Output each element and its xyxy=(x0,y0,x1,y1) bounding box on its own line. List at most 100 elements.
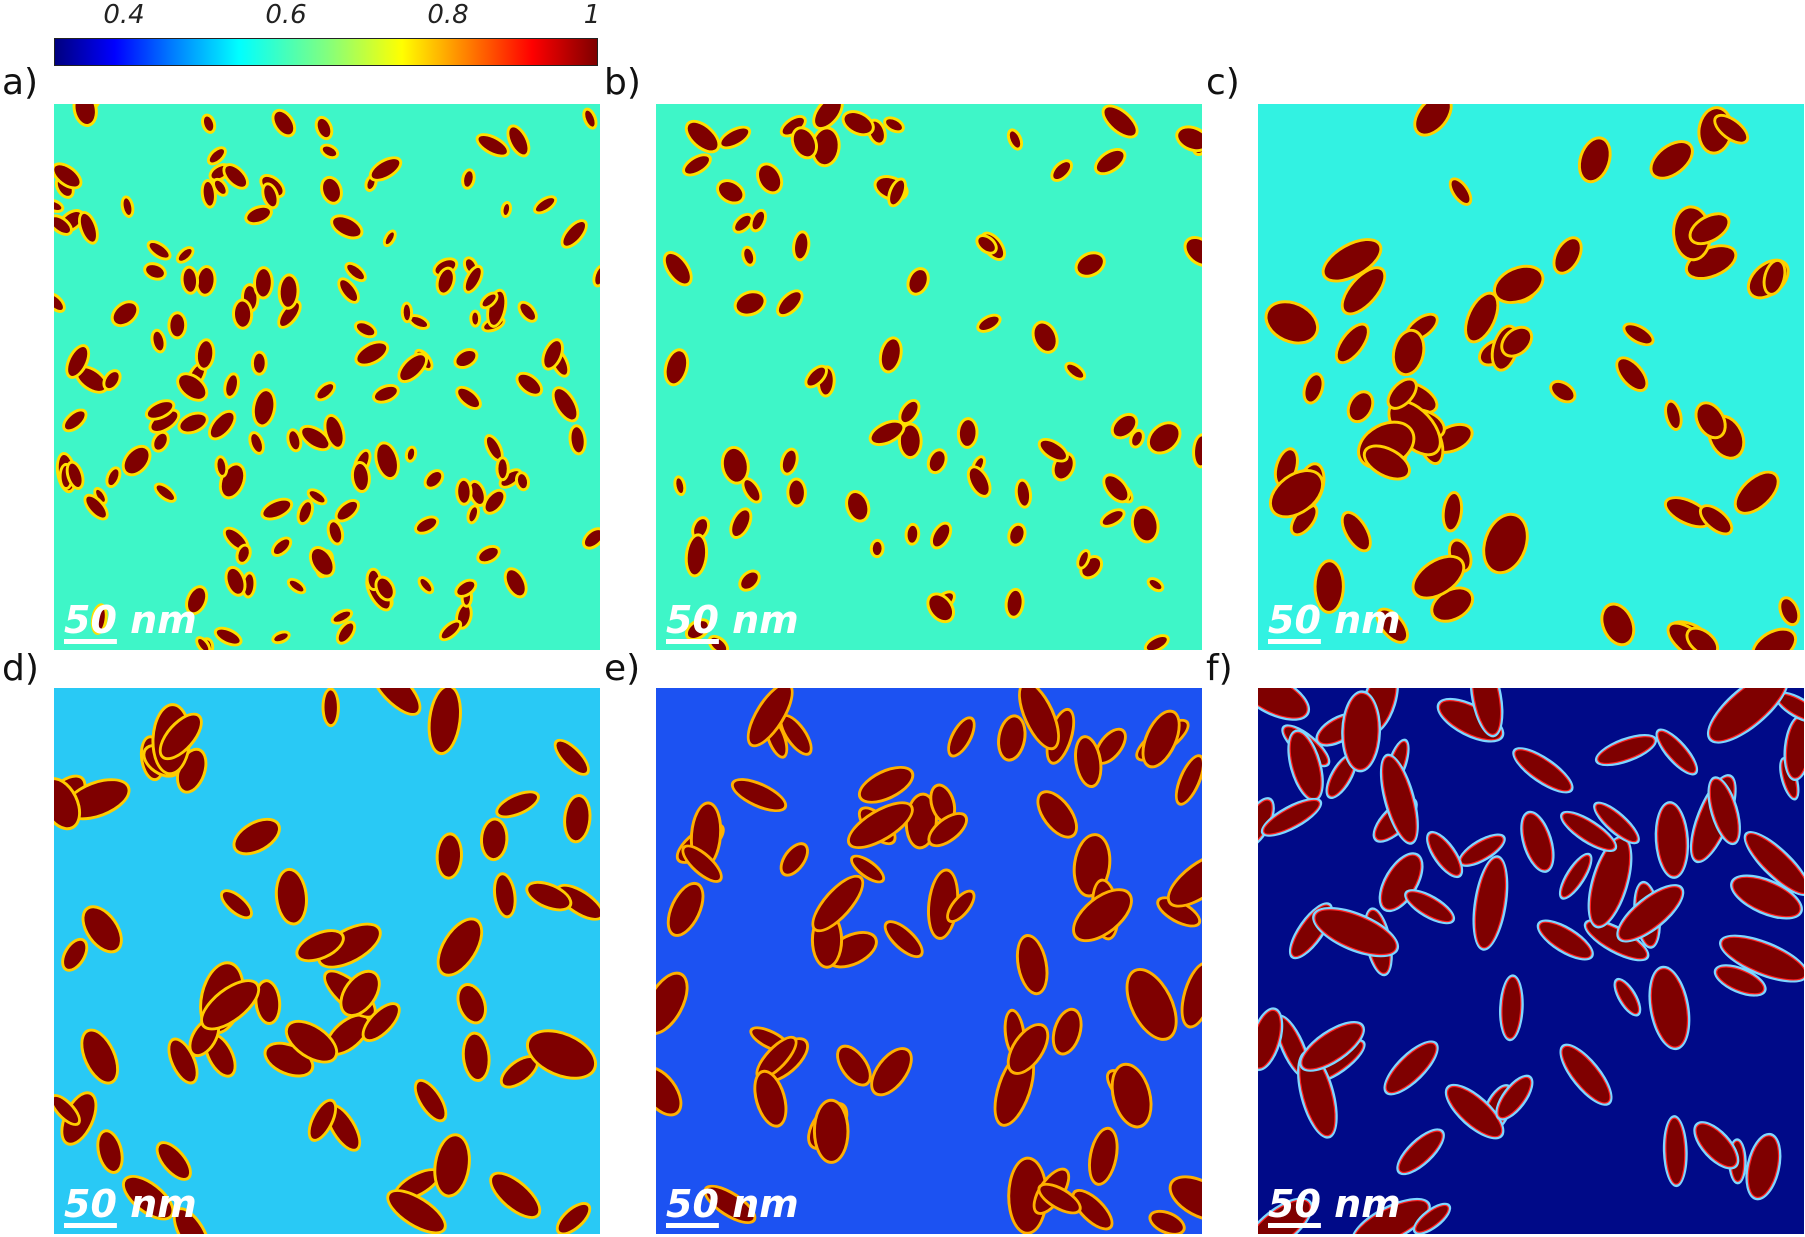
particle xyxy=(80,1028,120,1085)
particle xyxy=(1346,390,1375,424)
particle xyxy=(1751,627,1798,650)
scale-unit-f: nm xyxy=(1334,1182,1401,1226)
particle xyxy=(553,738,590,776)
particle xyxy=(121,444,152,477)
particle xyxy=(525,1029,598,1080)
particle xyxy=(1130,505,1160,544)
particle xyxy=(1148,1209,1186,1234)
particle xyxy=(466,504,480,525)
particle xyxy=(1101,104,1139,139)
panel-d-image xyxy=(54,688,600,1234)
particle xyxy=(167,311,188,340)
particle xyxy=(350,460,371,494)
particle xyxy=(568,424,587,456)
scale-number-a: 50 xyxy=(64,598,117,642)
particle xyxy=(1341,690,1382,773)
scale-unit-c: nm xyxy=(1334,598,1401,642)
particle xyxy=(435,832,464,880)
particle xyxy=(499,1055,539,1089)
particle xyxy=(1560,810,1618,852)
particle xyxy=(1146,577,1165,593)
particle xyxy=(746,688,794,748)
particle xyxy=(703,1184,757,1224)
particle xyxy=(811,874,865,933)
particle xyxy=(1411,554,1466,600)
particle xyxy=(684,618,711,641)
particle xyxy=(1469,688,1504,738)
particle xyxy=(1074,251,1106,278)
particle xyxy=(1444,1083,1505,1140)
particle xyxy=(662,251,693,287)
particle xyxy=(956,417,979,449)
particle xyxy=(869,538,885,559)
particle xyxy=(682,153,712,177)
particle xyxy=(414,515,440,535)
particle xyxy=(1600,602,1636,647)
particle xyxy=(1007,1156,1049,1234)
particle xyxy=(1143,634,1170,650)
particle xyxy=(54,777,82,831)
particle xyxy=(144,399,176,421)
particle xyxy=(175,246,195,264)
particle xyxy=(427,688,462,756)
colorbar-tick-1: 0.6 xyxy=(265,0,307,30)
particle xyxy=(296,499,315,526)
scale-number-e: 50 xyxy=(666,1182,719,1226)
particle xyxy=(663,348,690,387)
particle xyxy=(1495,1074,1534,1121)
particle xyxy=(1302,372,1325,405)
particle xyxy=(779,447,799,476)
particle xyxy=(372,383,400,404)
particle xyxy=(1168,1175,1202,1222)
particle xyxy=(200,979,261,1031)
particle xyxy=(482,488,507,515)
particle xyxy=(551,386,580,423)
panel-label-e: e) xyxy=(604,648,641,689)
particle xyxy=(1007,522,1027,547)
particle xyxy=(176,372,209,402)
particle xyxy=(1733,470,1780,515)
colorbar-tick-0: 0.4 xyxy=(103,0,145,30)
particle xyxy=(1693,1121,1740,1170)
scale-bar-c: 50 nm xyxy=(1268,598,1401,642)
particle xyxy=(1413,104,1453,137)
particle xyxy=(495,790,540,819)
particle xyxy=(1076,549,1091,570)
particle xyxy=(286,577,307,595)
panel-c-background xyxy=(1258,104,1804,650)
scale-bar-a: 50 nm xyxy=(64,598,197,642)
particle xyxy=(514,471,531,492)
particle xyxy=(1180,961,1202,1029)
particle xyxy=(1264,300,1320,345)
particle xyxy=(374,441,400,481)
particle xyxy=(195,636,212,650)
particle xyxy=(997,714,1027,762)
particle xyxy=(195,265,217,297)
particle xyxy=(413,1078,448,1123)
particle xyxy=(150,328,167,354)
panel-d: 50 nm xyxy=(54,688,600,1234)
particle xyxy=(850,854,886,884)
particle xyxy=(515,371,544,397)
particle xyxy=(206,146,227,166)
particle xyxy=(1688,212,1731,246)
particle xyxy=(1334,322,1370,365)
particle xyxy=(65,344,91,379)
particle xyxy=(1391,328,1426,377)
particle xyxy=(1258,1197,1313,1234)
particle xyxy=(1340,266,1387,316)
particle xyxy=(54,198,65,213)
panel-b: 50 nm xyxy=(656,104,1202,650)
particle xyxy=(323,413,346,450)
particle xyxy=(1616,884,1685,943)
particle xyxy=(1312,906,1400,958)
particle xyxy=(776,289,804,318)
particle xyxy=(317,922,382,969)
particle xyxy=(533,195,558,215)
particle xyxy=(1099,508,1126,528)
particle xyxy=(1289,503,1319,537)
particle xyxy=(1260,797,1323,837)
particle xyxy=(330,608,354,625)
particle xyxy=(1006,1023,1050,1075)
particle xyxy=(213,626,243,647)
